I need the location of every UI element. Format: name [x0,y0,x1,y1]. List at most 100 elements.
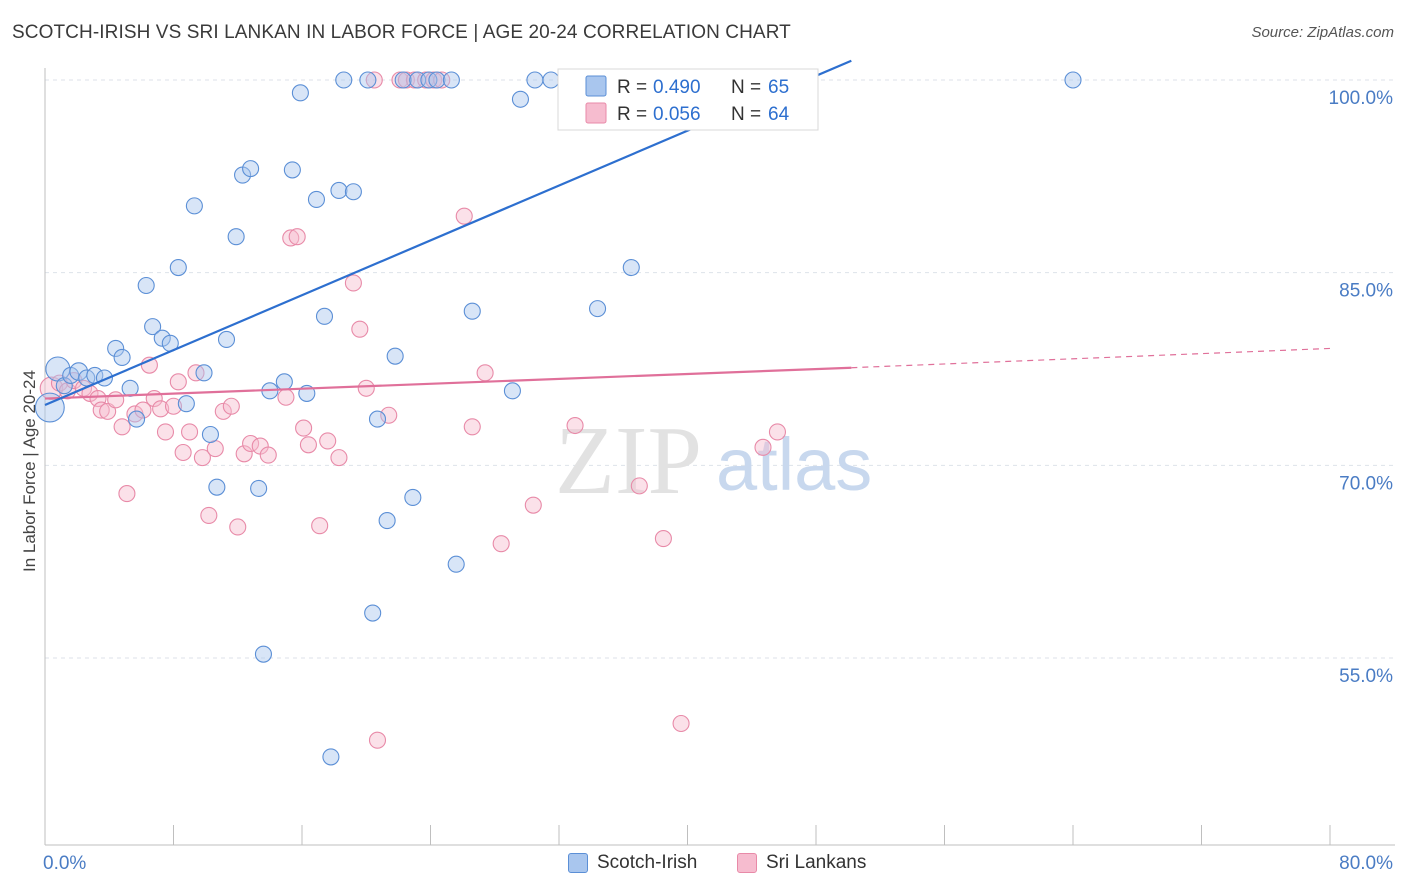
sri-lankans-point-9 [107,391,125,409]
tick-labels: 100.0% 85.0% 70.0% 55.0% 0.0% 80.0% [43,88,1393,874]
sri-lankans-point-25 [206,440,224,458]
scotch-irish-point-31 [291,84,309,102]
series-legend: Scotch-Irish Sri Lankans [0,852,1406,878]
sri-lankans-swatch [737,853,757,873]
sri-lankans-point-40 [330,449,348,467]
legend-swatch-blue [585,75,607,97]
sri-lankans-point-46 [380,406,398,424]
legend-swatch-pink [585,102,607,124]
sri-lankans-label: Sri Lankans [766,852,867,873]
sri-lankans-point-52 [433,71,451,89]
scotch-irish-point-30 [283,161,301,179]
sri-lankans-point-55 [476,364,494,382]
sri-lankans-point-34 [282,229,300,247]
sri-lankans-point-45 [368,731,387,749]
watermark-atlas: atlas [716,423,872,506]
sri-lankans-point-29 [235,445,253,463]
y-tick-label-100: 100.0% [1329,88,1394,109]
scotch-irish-point-17 [177,395,195,413]
sri-lankans-point-63 [768,423,787,441]
scotch-irish-point-21 [208,478,226,496]
y-tick-label-70: 70.0% [1339,473,1393,494]
scotch-irish-point-20 [201,425,219,444]
sri-lankans-point-41 [344,274,362,292]
scotch-irish-point-11 [128,410,146,428]
scotch-irish-point-8 [107,339,125,357]
sri-lankans-point-33 [277,388,295,406]
sri-lankans-point-56 [492,535,510,553]
sri-lankans-point-36 [295,419,313,437]
scotch-irish-point-54 [526,71,544,89]
scotch-irish-point-51 [463,302,481,320]
stats-legend: R = 0.490 N = 65 R = 0.056 N = 64 [557,68,819,131]
sri-lankans-point-30 [242,434,260,453]
scotch-irish-point-52 [503,382,521,400]
sri-lankans-point-44 [365,71,383,89]
sri-lankans-point-20 [174,443,192,462]
scotch-irish-point-13 [144,318,162,336]
scotch-irish-point-45 [404,488,422,506]
sri-lankans-point-32 [259,446,277,464]
sri-lankans-point-60 [654,529,672,548]
scotch-irish-point-62 [1064,71,1082,89]
series-legend-sri-lankans[interactable]: Sri Lankans [737,852,866,874]
y-tick-label-55: 55.0% [1339,666,1393,687]
sri-lankans-point-61 [672,714,690,733]
sri-lankans-point-58 [566,416,584,435]
scotch-irish-point-23 [227,228,245,246]
sri-lankans-point-23 [193,449,211,467]
sri-lankans-trend-extension [851,347,1331,369]
scotch-irish-point-25 [242,160,260,178]
axes [44,68,1395,846]
scotch-irish-point-38 [344,183,362,201]
source-credit: Source: ZipAtlas.com [1251,24,1394,41]
scotch-irish-point-37 [335,71,353,89]
scotch-irish-point-44 [394,71,412,89]
legend-blue-r-label: R = [617,77,647,98]
scotch-irish-point-27 [254,645,273,663]
series-legend-scotch-irish[interactable]: Scotch-Irish [568,852,697,874]
sri-lankans-point-42 [351,320,369,338]
sri-lankans-points [39,71,787,749]
sri-lankans-point-43 [357,379,375,397]
chart-title: SCOTCH-IRISH VS SRI LANKAN IN LABOR FORC… [12,22,791,43]
sri-lankans-point-17 [156,423,175,441]
scotch-irish-label: Scotch-Irish [597,852,698,873]
scotch-irish-point-2 [55,377,73,395]
sri-lankans-point-39 [319,432,337,450]
y-tick-label-85: 85.0% [1339,281,1393,302]
sri-lankans-point-8 [99,402,117,420]
scotch-irish-point-50 [447,555,465,573]
scotch-irish-point-9 [113,348,131,366]
sri-lankans-point-53 [455,207,473,225]
scotch-irish-point-12 [137,276,155,295]
sri-lankans-point-62 [754,438,772,456]
sri-lankans-point-24 [200,506,218,524]
sri-lankans-point-27 [222,397,240,415]
scotch-irish-point-42 [378,512,396,530]
scotch-irish-swatch [568,853,588,873]
legend-pink-r-label: R = [617,104,647,125]
legend-pink-r-value: 0.056 [653,104,701,125]
sri-lankans-point-11 [118,485,136,503]
legend-pink-n-label: N = [731,104,761,125]
sri-lankans-point-21 [181,423,199,441]
scotch-irish-point-53 [511,90,530,108]
sri-lankans-point-59 [630,477,648,495]
scotch-irish-point-49 [442,71,460,89]
scotch-irish-point-57 [588,300,607,318]
legend-blue-r-value: 0.490 [653,77,701,98]
sri-lankans-point-13 [134,401,152,419]
scotch-irish-point-26 [250,479,268,498]
watermark: ZIP atlas [555,407,872,515]
x-tick-label-0: 0.0% [43,853,86,874]
scotch-irish-point-33 [307,190,326,209]
watermark-zip: ZIP [555,407,702,515]
scotch-irish-point-18 [185,197,203,215]
sri-lankans-point-18 [164,397,183,415]
sri-lankans-trend-line [44,366,852,400]
scotch-irish-point-48 [428,71,446,89]
scotch-irish-point-58 [622,258,640,277]
scotch-irish-point-39 [359,71,377,89]
